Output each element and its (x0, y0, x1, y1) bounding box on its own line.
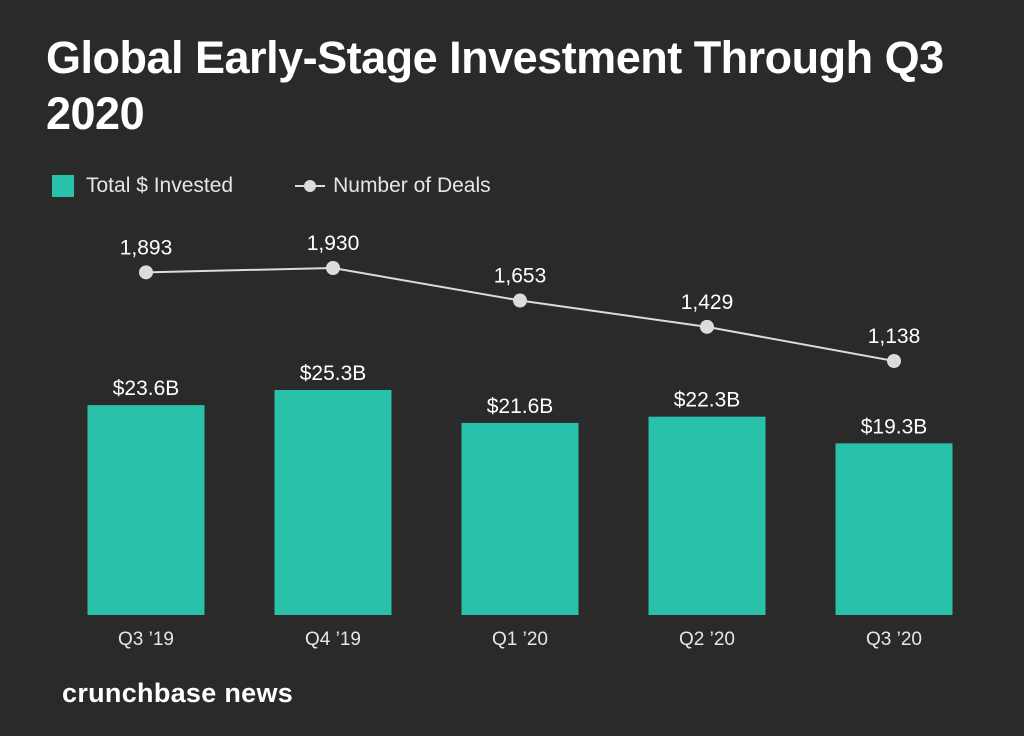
legend-item-deals: Number of Deals (295, 174, 491, 198)
x-tick-label-2: Q1 ’20 (492, 629, 548, 650)
deals-label-3: 1,429 (681, 291, 734, 314)
bar-label-3: $22.3B (674, 389, 741, 412)
chart-title: Global Early-Stage Investment Through Q3… (46, 32, 944, 139)
bar-label-2: $21.6B (487, 395, 554, 418)
x-tick-label-3: Q2 ’20 (679, 629, 735, 650)
deals-point-4 (887, 354, 901, 368)
legend-line-label: Number of Deals (333, 174, 491, 197)
legend-bar-swatch-icon (52, 175, 74, 197)
bar-2 (461, 422, 579, 615)
legend-line-swatch-icon (295, 180, 326, 192)
legend-bar-label: Total $ Invested (86, 174, 234, 197)
deals-point-1 (326, 261, 340, 275)
bar-label-0: $23.6B (113, 377, 180, 400)
x-tick-label-4: Q3 ’20 (866, 629, 922, 650)
deals-label-0: 1,893 (120, 236, 173, 259)
legend: Total $ Invested Number of Deals (52, 172, 491, 200)
x-tick-label-0: Q3 ’19 (118, 629, 174, 650)
deals-point-3 (700, 319, 714, 334)
deals-point-0 (139, 265, 153, 280)
deals-label-2: 1,653 (494, 265, 547, 288)
deals-point-2 (513, 293, 527, 308)
bar-1 (274, 390, 392, 615)
bar-label-4: $19.3B (861, 415, 928, 438)
x-tick-label-1: Q4 ’19 (305, 629, 361, 650)
bar-0 (87, 405, 205, 615)
bar-4 (835, 443, 953, 615)
bar-label-1: $25.3B (300, 362, 367, 385)
bar-3 (648, 416, 766, 615)
legend-item-invested: Total $ Invested (52, 174, 233, 198)
deals-label-1: 1,930 (307, 232, 360, 255)
brand-logo: crunchbase news (62, 678, 294, 708)
deals-label-4: 1,138 (868, 325, 921, 348)
